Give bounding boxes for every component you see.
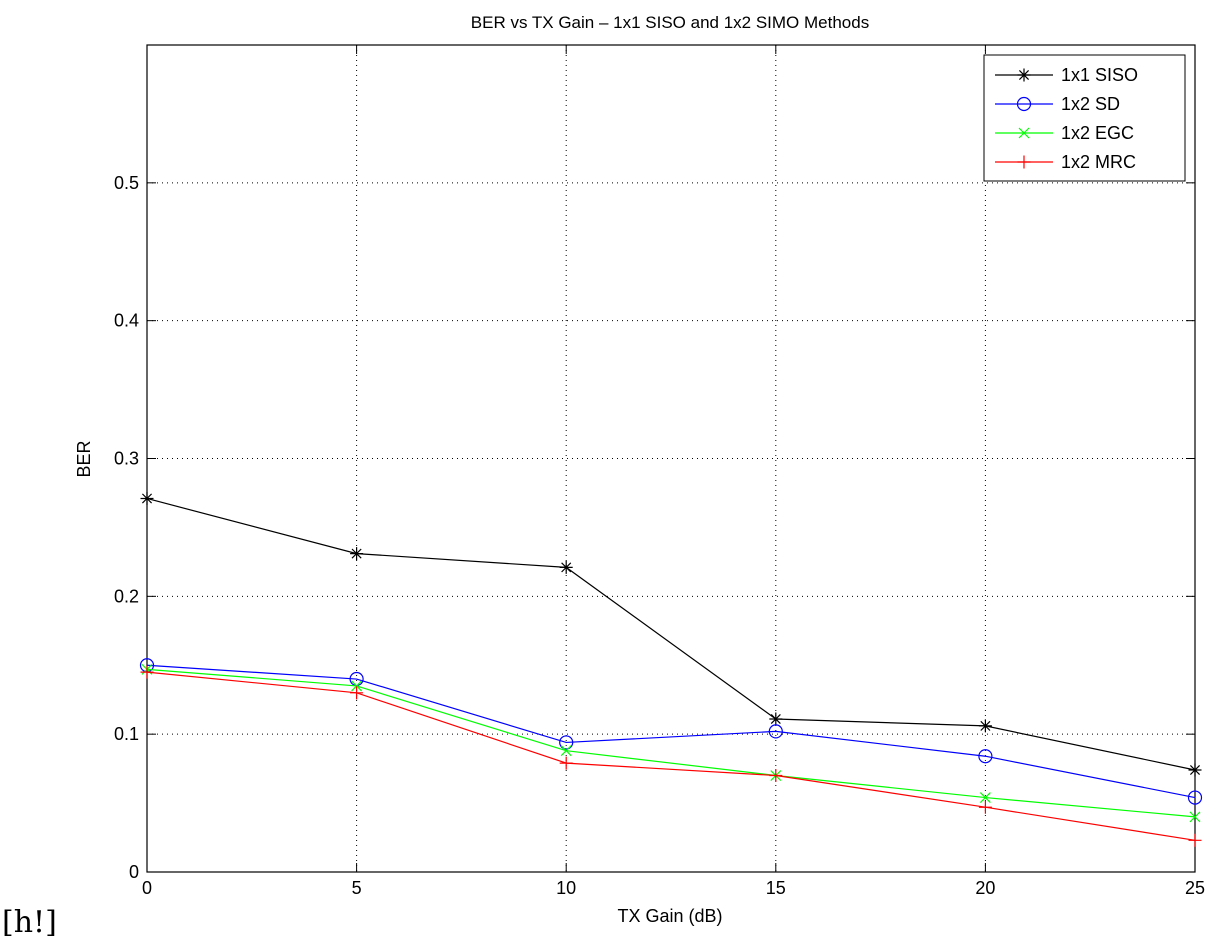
data-point [979,792,991,803]
y-tick-label: 0.1 [114,724,139,744]
data-point [768,724,783,739]
x-tick-label: 15 [766,878,786,898]
series-1 [139,658,1203,805]
data-point [1188,763,1202,777]
y-axis-label: BER [74,440,94,477]
y-tick-label: 0.3 [114,449,139,469]
series-line [146,668,1196,818]
series-line [146,497,1196,771]
data-point [559,735,574,750]
legend-label: 1x1 SISO [1061,65,1138,85]
x-axis-label: TX Gain (dB) [617,906,722,926]
x-tick-label: 20 [975,878,995,898]
legend-entry: 1x2 SD [995,94,1120,114]
data-point [1189,811,1201,823]
legend-label: 1x2 SD [1061,94,1120,114]
data-point [140,491,154,505]
data-point [978,800,992,814]
data-point [560,745,572,757]
legend-entry: 1x1 SISO [995,65,1138,85]
tick-labels: 0 5 10 15 20 25 0 0.1 0.2 0.3 0.4 0.5 [114,173,1205,898]
chart-title: BER vs TX Gain – 1x1 SISO and 1x2 SIMO M… [471,13,869,32]
legend-marker [1018,127,1030,139]
data-point [769,769,783,783]
series-3 [140,665,1202,847]
series-line [146,671,1196,841]
y-tick-label: 0 [129,862,139,882]
y-tick-label: 0.5 [114,173,139,193]
legend-marker [1017,68,1031,82]
y-tick-label: 0.2 [114,586,139,606]
data-point [978,749,993,764]
data-point [978,719,992,733]
data-point [350,547,364,561]
legend-marker [1016,96,1032,112]
legend-box [983,54,1186,182]
legend-label: 1x2 EGC [1061,123,1134,143]
legend-marker [1017,155,1031,169]
data-point [351,680,363,692]
axis-ticks [146,45,1196,873]
figure-caption: [h!] [2,905,57,940]
data-point [350,686,364,700]
legend-entry: 1x2 EGC [995,123,1134,143]
series-layer [139,491,1203,847]
legend-label: 1x2 MRC [1061,152,1136,172]
data-point [769,712,783,726]
data-point [140,665,154,679]
data-point [1187,790,1203,805]
series-line [146,664,1196,799]
x-tick-label: 25 [1185,878,1205,898]
series-0 [140,491,1202,777]
x-tick-label: 0 [142,878,152,898]
x-tick-label: 10 [556,878,576,898]
legend: 1x1 SISO 1x2 SD 1x2 EGC 1x2 MRC [983,54,1186,182]
data-point [559,756,573,770]
data-point [1188,833,1202,847]
data-point [559,560,573,574]
legend-entry: 1x2 MRC [995,152,1136,172]
y-tick-label: 0.4 [114,311,139,331]
x-tick-label: 5 [352,878,362,898]
